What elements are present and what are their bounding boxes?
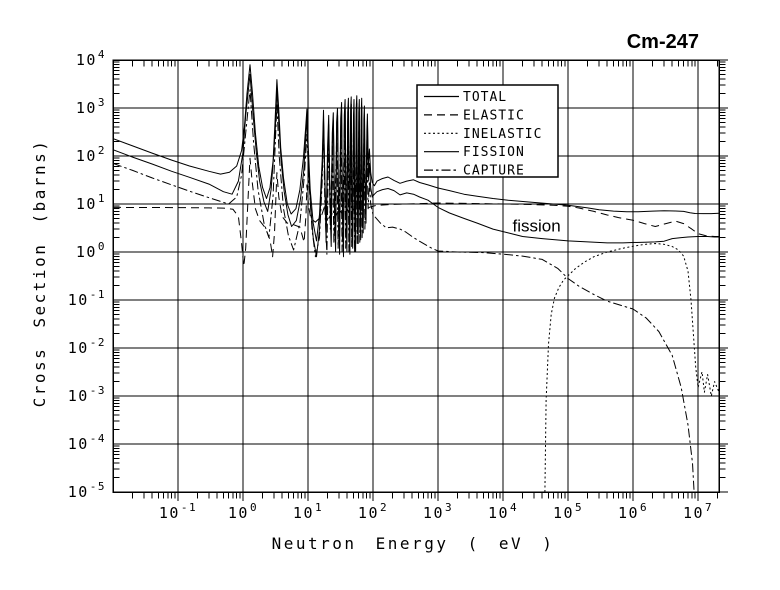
grid-lines [113, 60, 719, 492]
x-axis-label: Neutron Energy ( eV ) [272, 534, 555, 553]
legend-entry-capture: CAPTURE [424, 164, 525, 179]
legend-entry-total: TOTAL [424, 90, 507, 105]
tick-label-10e1: 101 [293, 501, 323, 522]
plot-title: Cm-247 [627, 31, 699, 53]
legend-entry-elastic: ELASTIC [424, 108, 525, 123]
legend-label: FISSION [463, 145, 525, 160]
legend-label: INELASTIC [463, 127, 542, 142]
tick-label-10e0: 100 [228, 501, 258, 522]
legend-box [416, 84, 559, 178]
tick-label-10e-2: 10-2 [68, 336, 106, 357]
legend-label: TOTAL [463, 90, 507, 105]
tick-label-10e-3: 10-3 [68, 384, 106, 405]
tick-label-10e2: 102 [358, 501, 388, 522]
tick-label-10e-5: 10-5 [68, 480, 106, 501]
legend-entry-fission: FISSION [424, 145, 525, 160]
y-axis-label: Cross Section (barns) [30, 139, 49, 408]
legend-label: ELASTIC [463, 108, 525, 123]
tick-label-10e7: 107 [683, 501, 713, 522]
x-tick-labels: 10-1 100 101 102 103 104 105 106 107 [159, 501, 713, 522]
tick-label-10e3: 103 [423, 501, 453, 522]
tick-label-10e3: 103 [76, 96, 106, 117]
tick-label-10e1: 101 [76, 192, 106, 213]
axis-ticks [113, 59, 728, 501]
legend: TOTAL ELASTIC INELASTIC FISSION CAPTURE [416, 84, 559, 179]
plot-border [112, 59, 720, 493]
tick-label-10e4: 104 [76, 48, 106, 69]
tick-label-10e-4: 10-4 [68, 432, 106, 453]
tick-label-10e6: 106 [618, 501, 648, 522]
tick-label-10e4: 104 [488, 501, 518, 522]
curve-capture [113, 89, 695, 492]
curves [113, 64, 719, 492]
tick-label-10e-1: 10-1 [68, 288, 106, 309]
curve-elastic [113, 157, 719, 267]
tick-label-10e2: 102 [76, 144, 106, 165]
curve-fission [113, 73, 719, 258]
tick-label-10e5: 105 [553, 501, 583, 522]
curve-total [113, 64, 719, 242]
legend-label: CAPTURE [463, 164, 525, 179]
y-tick-labels: 104 103 102 101 100 10-1 10-2 10-3 10-4 10-5 [68, 48, 106, 501]
curve-inelastic [544, 243, 719, 492]
tick-label-10e-1: 10-1 [159, 501, 197, 522]
fission-annotation: fission [513, 216, 561, 235]
legend-entry-inelastic: INELASTIC [424, 127, 542, 142]
tick-label-10e0: 100 [76, 240, 106, 261]
